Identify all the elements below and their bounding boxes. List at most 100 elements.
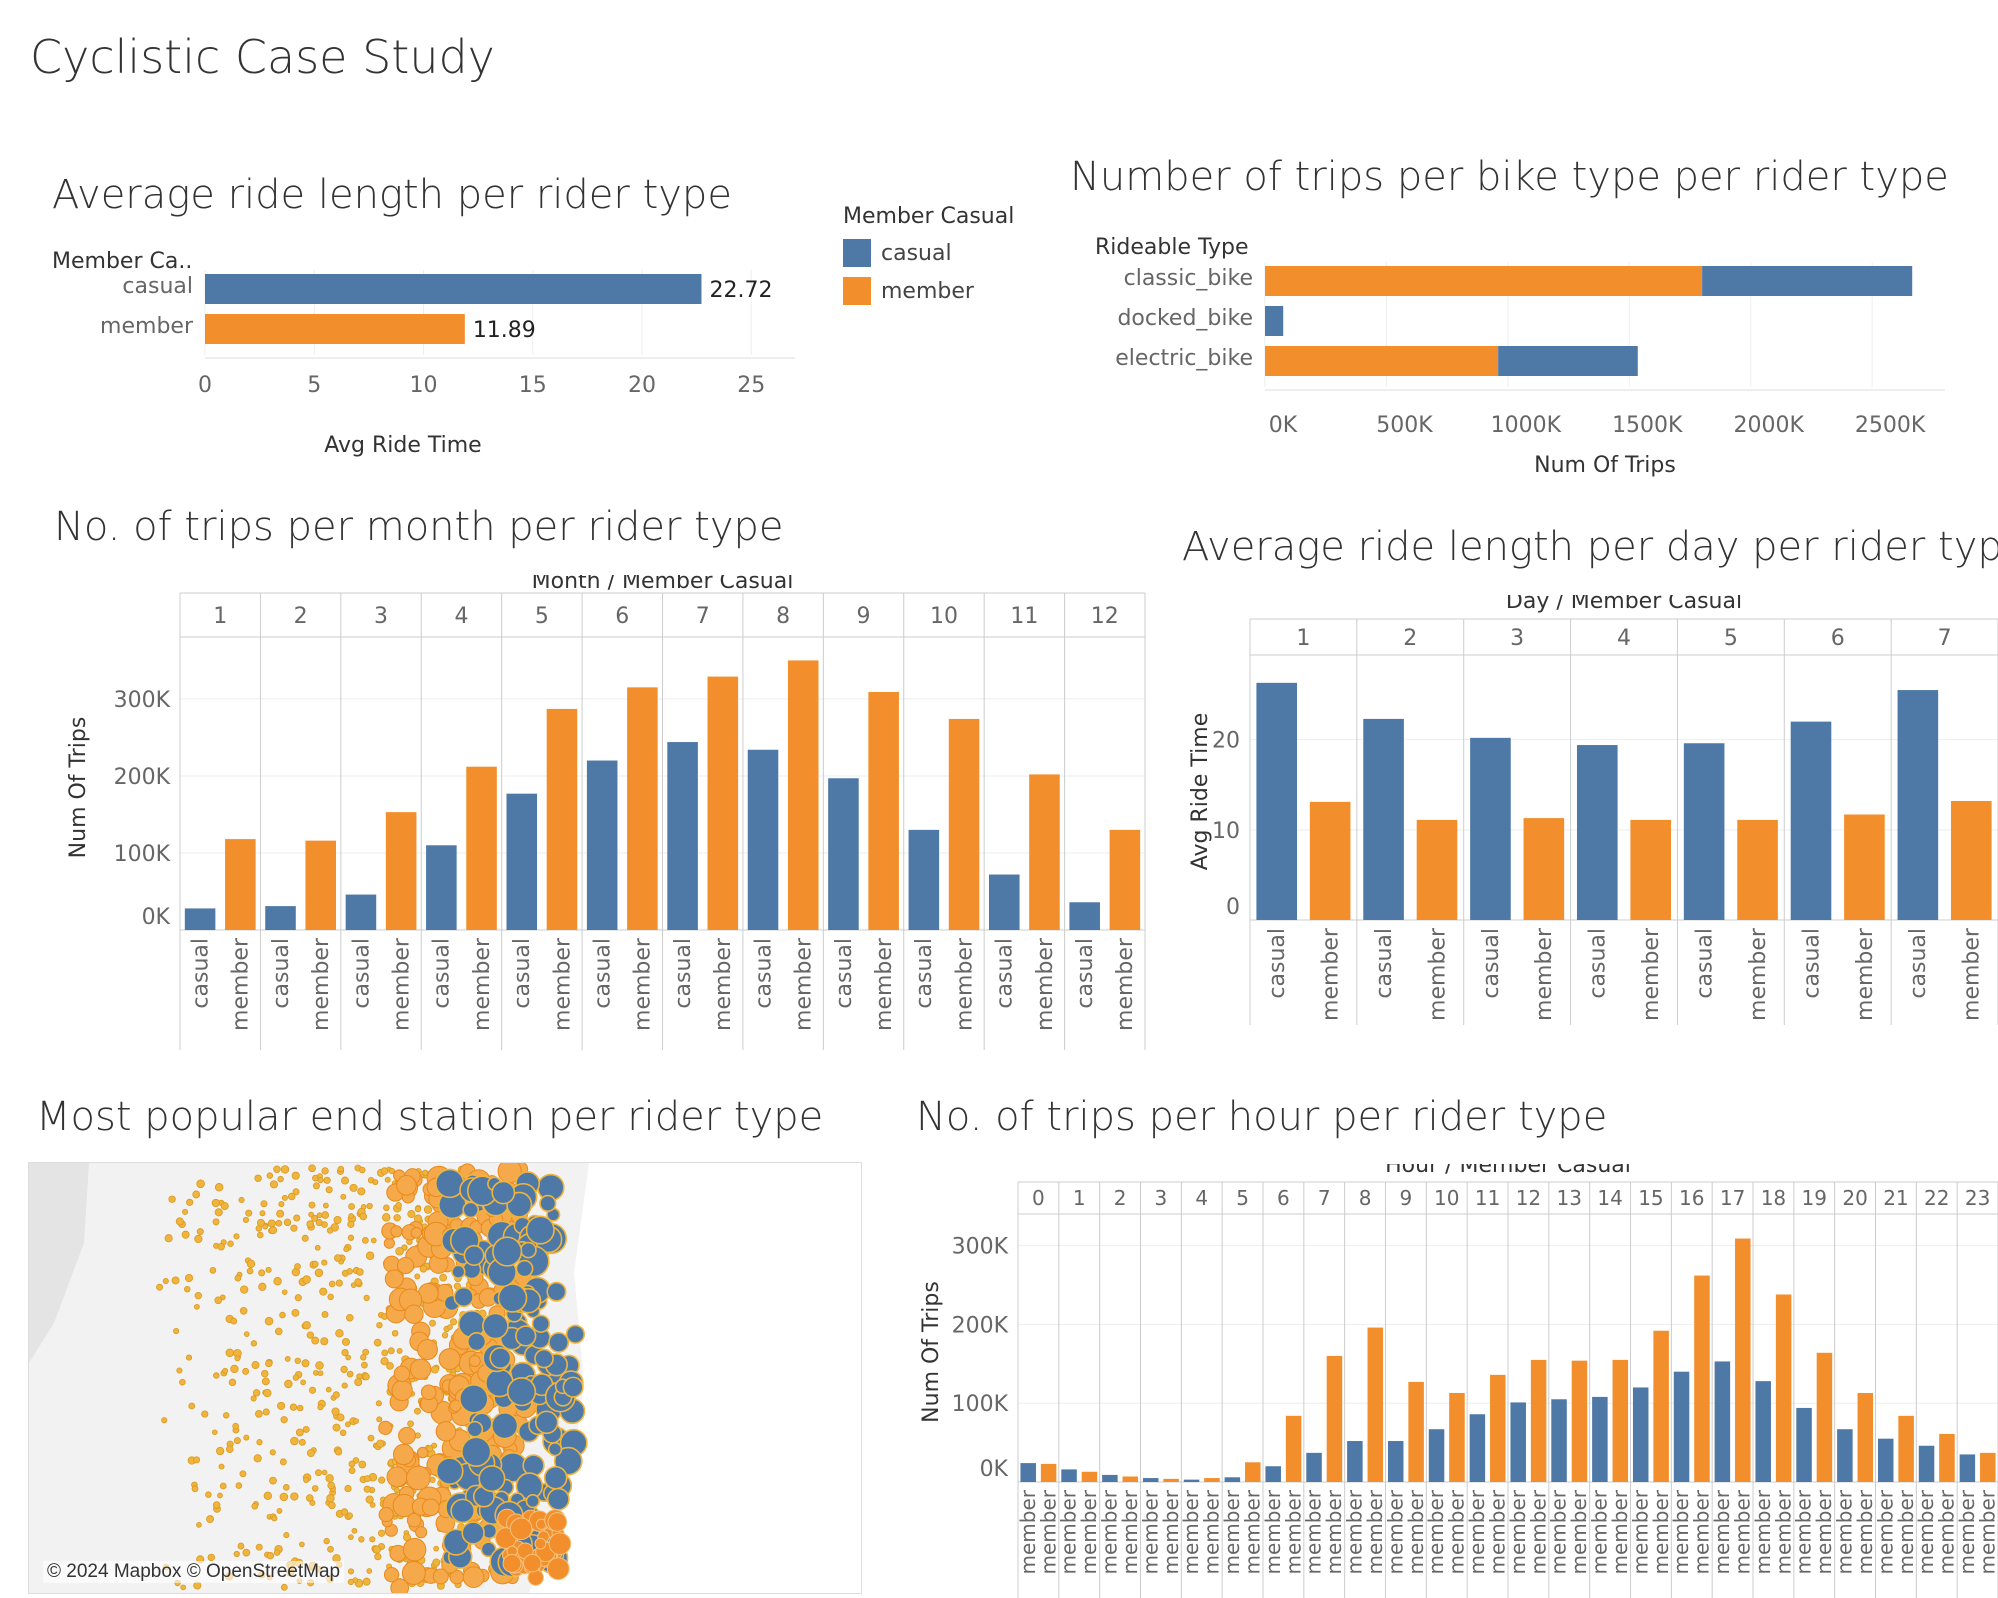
station-casual	[543, 1465, 568, 1490]
station-member	[196, 1179, 205, 1189]
station-member	[239, 1306, 248, 1315]
station-casual	[562, 1376, 584, 1398]
station-member	[391, 1329, 399, 1337]
station-casual	[515, 1259, 534, 1278]
category-label: 12	[1516, 1186, 1541, 1210]
y-tick-label: 20	[1212, 729, 1240, 754]
station-member	[361, 1236, 369, 1244]
station-member	[273, 1549, 281, 1556]
station-member	[401, 1561, 426, 1585]
station-member	[342, 1337, 350, 1346]
daily-title: Average ride length per day per rider ty…	[1182, 524, 1998, 570]
station-member	[359, 1166, 366, 1174]
station-member	[300, 1379, 307, 1386]
category-label: 2	[1114, 1186, 1127, 1210]
category-label: 9	[857, 604, 871, 629]
station-member	[222, 1412, 230, 1419]
sub-category-label: member	[1751, 1489, 1775, 1574]
station-member	[381, 1349, 389, 1357]
station-member	[340, 1365, 348, 1374]
bar-member	[1735, 1238, 1751, 1482]
sub-category-label: casual	[1692, 928, 1717, 999]
station-member	[422, 1169, 429, 1176]
x-tick-label: 10	[410, 373, 438, 398]
station-member	[275, 1219, 283, 1227]
station-member	[348, 1460, 356, 1468]
sub-category-label: member	[309, 937, 334, 1031]
category-label: 4	[1195, 1186, 1208, 1210]
bar-casual	[1265, 1466, 1281, 1482]
bar-casual	[1755, 1381, 1771, 1482]
station-member	[395, 1202, 402, 1209]
legend: Member Casual casual member	[843, 204, 1014, 315]
station-casual	[461, 1521, 485, 1545]
station-casual	[434, 1168, 465, 1199]
station-casual	[506, 1377, 537, 1407]
station-member	[209, 1267, 217, 1274]
station-member	[267, 1219, 276, 1228]
bar-member	[948, 718, 980, 930]
station-member	[386, 1466, 408, 1488]
station-member	[319, 1287, 328, 1296]
hourly-chart: Hour / Member Casual 0K 100K 200K 300K Num Of…	[920, 1164, 1998, 1598]
station-member	[293, 1214, 301, 1222]
x-axis-title: Avg Ride Time	[324, 433, 481, 458]
category-label: 8	[776, 604, 790, 629]
station-member	[256, 1439, 263, 1446]
station-member	[298, 1438, 306, 1446]
category-label: 12	[1091, 604, 1119, 629]
station-member	[339, 1429, 347, 1437]
station-member	[309, 1499, 316, 1506]
sub-category-label: casual	[1906, 928, 1931, 999]
station-member	[182, 1208, 189, 1215]
sub-category-label: member	[1322, 1489, 1346, 1574]
station-member	[314, 1244, 321, 1251]
map-canvas[interactable]	[29, 1163, 861, 1593]
sub-category-label: member	[1792, 1489, 1816, 1574]
station-member	[265, 1266, 272, 1273]
bar-member	[1816, 1352, 1833, 1482]
bar-member	[1309, 801, 1351, 920]
station-member	[362, 1348, 370, 1356]
row-header: Member Ca..	[52, 249, 192, 274]
bar-casual	[1592, 1396, 1608, 1482]
x-tick-label: 5	[307, 373, 321, 398]
sub-category-label: casual	[1479, 928, 1504, 999]
category-label: 11	[1010, 604, 1038, 629]
bar-member	[1109, 829, 1141, 930]
bar-member	[385, 812, 417, 930]
sub-category-label: casual	[751, 938, 776, 1009]
legend-item-member[interactable]: member	[843, 277, 1014, 305]
sub-category-label: member	[1261, 1489, 1285, 1574]
station-member	[217, 1243, 225, 1251]
bar-casual	[1306, 1452, 1322, 1482]
sub-category-label: member	[1873, 1489, 1897, 1574]
station-member	[334, 1254, 342, 1262]
station-member	[234, 1355, 241, 1362]
bar-member	[868, 691, 899, 930]
end-station-map[interactable]: © 2024 Mapbox © OpenStreetMap	[28, 1162, 862, 1594]
station-casual	[546, 1281, 567, 1302]
station-member	[527, 1569, 544, 1586]
bar-member	[1939, 1433, 1955, 1482]
legend-item-casual[interactable]: casual	[843, 239, 1014, 267]
bar-casual	[1069, 902, 1100, 930]
station-member	[367, 1434, 375, 1442]
sub-category-label: member	[1425, 927, 1450, 1021]
station-member	[279, 1492, 289, 1502]
station-member	[282, 1484, 290, 1491]
category-label: 23	[1965, 1186, 1990, 1210]
station-member	[393, 1487, 400, 1494]
station-casual	[458, 1384, 489, 1414]
map-attribution: © 2024 Mapbox © OpenStreetMap	[43, 1561, 345, 1583]
row-header: Rideable Type	[1095, 235, 1249, 260]
bar-casual	[1470, 737, 1511, 920]
station-member	[332, 1423, 341, 1432]
sub-category-label: member	[1853, 927, 1878, 1021]
category-label: 3	[1510, 626, 1524, 651]
sub-category-label: member	[1118, 1489, 1142, 1574]
station-casual	[489, 1346, 512, 1370]
sub-category-label: casual	[510, 938, 535, 1009]
station-member	[279, 1458, 287, 1466]
category-label: 14	[1597, 1186, 1622, 1210]
